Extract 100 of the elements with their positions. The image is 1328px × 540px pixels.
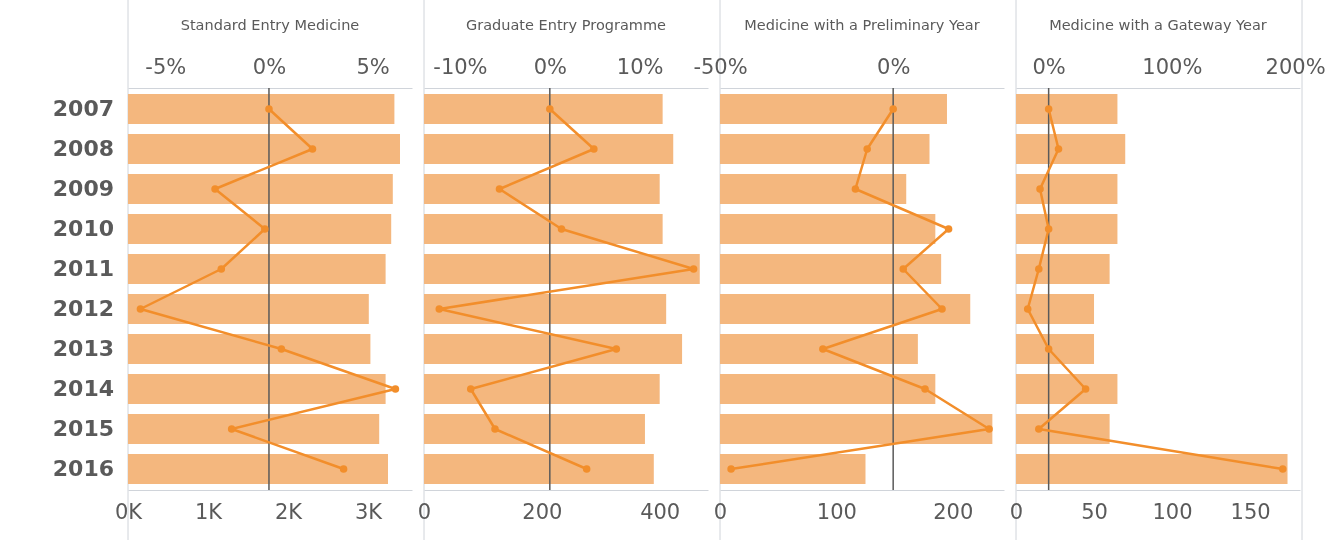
- bar: [1016, 294, 1095, 324]
- x-tick-label: 0: [417, 499, 432, 524]
- point: [1035, 265, 1043, 273]
- point: [1054, 145, 1063, 153]
- x-tick-label: 100: [1152, 499, 1193, 524]
- bar: [128, 174, 393, 204]
- bar: [720, 94, 947, 124]
- point: [546, 105, 554, 113]
- point: [277, 345, 286, 353]
- bar: [720, 174, 907, 204]
- x2-tick-label: -50%: [693, 55, 748, 79]
- point: [727, 465, 735, 473]
- point: [391, 385, 400, 393]
- x-tick-label: 100: [816, 499, 857, 524]
- y-tick-label: 2008: [52, 136, 114, 162]
- bar: [1016, 214, 1118, 244]
- bar: [128, 254, 386, 284]
- bar: [720, 334, 918, 364]
- x-tick-label: 0K: [114, 499, 144, 524]
- bar: [128, 94, 395, 124]
- bar: [128, 214, 392, 244]
- x-tick-label: 50: [1081, 499, 1108, 524]
- x-tick-label: 1K: [194, 499, 224, 524]
- point: [1036, 185, 1044, 193]
- x-tick-label: 3K: [354, 499, 384, 524]
- chart-title: Medicine with a Preliminary Year: [744, 17, 980, 33]
- bar: [424, 294, 667, 324]
- bar: [720, 134, 930, 164]
- bar: [128, 454, 388, 484]
- y-tick-label: 2012: [52, 296, 114, 322]
- x2-tick-label: 0%: [1032, 55, 1066, 79]
- x-tick-label: 0: [1009, 499, 1024, 524]
- point: [1044, 345, 1053, 353]
- bar: [424, 174, 660, 204]
- bar: [1016, 454, 1288, 484]
- y-tick-label: 2009: [52, 176, 114, 202]
- bar: [424, 454, 654, 484]
- bar: [720, 374, 936, 404]
- x2-tick-label: 0%: [252, 55, 287, 79]
- point: [217, 265, 226, 273]
- y-tick-label: 2016: [52, 456, 114, 482]
- bar: [720, 414, 993, 444]
- point: [590, 145, 598, 153]
- x-tick-label: 200: [933, 499, 974, 524]
- bar: [1016, 174, 1118, 204]
- point: [1044, 105, 1053, 113]
- point: [261, 225, 269, 233]
- y-tick-label: 2011: [52, 256, 114, 282]
- point: [689, 265, 698, 273]
- chart-title: Standard Entry Medicine: [180, 17, 360, 33]
- point: [211, 185, 219, 193]
- x2-tick-label: 10%: [616, 55, 664, 79]
- point: [851, 185, 860, 193]
- x2-tick-label: 5%: [356, 55, 390, 79]
- point: [938, 305, 946, 313]
- x2-tick-label: 100%: [1142, 55, 1203, 79]
- point: [1278, 465, 1287, 473]
- y-tick-label: 2015: [52, 416, 114, 442]
- x2-tick-label: 0%: [877, 55, 911, 79]
- bar: [1016, 334, 1095, 364]
- bar: [424, 334, 683, 364]
- bar: [128, 294, 369, 324]
- point: [136, 305, 145, 313]
- x2-tick-label: -10%: [433, 55, 488, 79]
- x-tick-label: 0: [713, 499, 728, 524]
- y-tick-label: 2007: [52, 96, 114, 122]
- x-tick-label: 150: [1230, 499, 1271, 524]
- point: [265, 105, 273, 113]
- point: [1035, 425, 1043, 433]
- bar: [720, 254, 942, 284]
- point: [819, 345, 827, 353]
- bar: [128, 414, 380, 444]
- point: [557, 225, 566, 233]
- chart-title: Graduate Entry Programme: [466, 17, 667, 33]
- point: [466, 385, 475, 393]
- point: [921, 385, 929, 393]
- point: [1044, 225, 1053, 233]
- y-tick-label: 2013: [52, 336, 114, 362]
- bar: [1016, 414, 1110, 444]
- bar: [128, 334, 371, 364]
- bar: [1016, 94, 1118, 124]
- chart-title: Medicine with a Gateway Year: [1049, 17, 1267, 33]
- y-tick-label: 2010: [52, 216, 114, 242]
- bar: [424, 214, 663, 244]
- bar: [720, 454, 866, 484]
- point: [863, 145, 871, 153]
- bar: [424, 254, 700, 284]
- point: [1023, 305, 1032, 313]
- point: [435, 305, 444, 313]
- point: [495, 185, 504, 193]
- x-tick-label: 400: [640, 499, 681, 524]
- x2-tick-label: 200%: [1265, 55, 1326, 79]
- bar: [424, 94, 663, 124]
- point: [889, 105, 897, 113]
- y-tick-label: 2014: [52, 376, 114, 402]
- point: [985, 425, 993, 433]
- bar: [720, 214, 936, 244]
- x2-tick-label: -5%: [145, 55, 187, 79]
- bar: [128, 374, 386, 404]
- point: [1081, 385, 1090, 393]
